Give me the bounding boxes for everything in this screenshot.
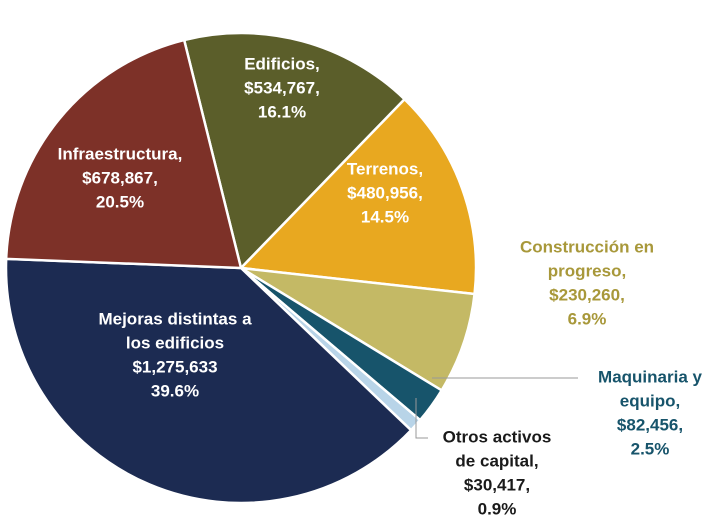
slice-label: Maquinaria y (598, 367, 702, 386)
value-label: $1,275,633 (132, 357, 217, 376)
percent-label: 0.9% (478, 499, 517, 518)
value-label: $678,867, (82, 168, 158, 187)
percent-label: 14.5% (361, 207, 409, 226)
pie-slice (182, 31, 407, 271)
slice-label: Edificios, (244, 54, 320, 73)
pie-slice (238, 97, 478, 296)
pie-slice (4, 38, 243, 270)
percent-label: 6.9% (568, 309, 607, 328)
slice-label: Terrenos, (347, 159, 423, 178)
slice-label: Construcción en (520, 237, 654, 256)
percent-label: 16.1% (258, 102, 306, 121)
slice-label: Infraestructura, (58, 144, 183, 163)
slice-label: Mejoras distintas a (98, 309, 252, 328)
pie-slice (240, 266, 476, 393)
leader-line (415, 398, 428, 439)
value-label: $230,260, (549, 285, 625, 304)
slice-label: Otros activos (443, 427, 552, 446)
percent-label: 2.5% (631, 439, 670, 458)
percent-label: 20.5% (96, 192, 144, 211)
slice-label: progreso, (548, 261, 626, 280)
percent-label: 39.6% (151, 381, 199, 400)
value-label: $480,956, (347, 183, 423, 202)
slice-label: los edificios (126, 333, 224, 352)
value-label: $82,456, (617, 415, 683, 434)
pie-slice (4, 257, 413, 505)
slice-label: equipo, (620, 391, 680, 410)
slice-label: de capital, (455, 451, 538, 470)
value-label: $30,417, (464, 475, 530, 494)
value-label: $534,767, (244, 78, 320, 97)
